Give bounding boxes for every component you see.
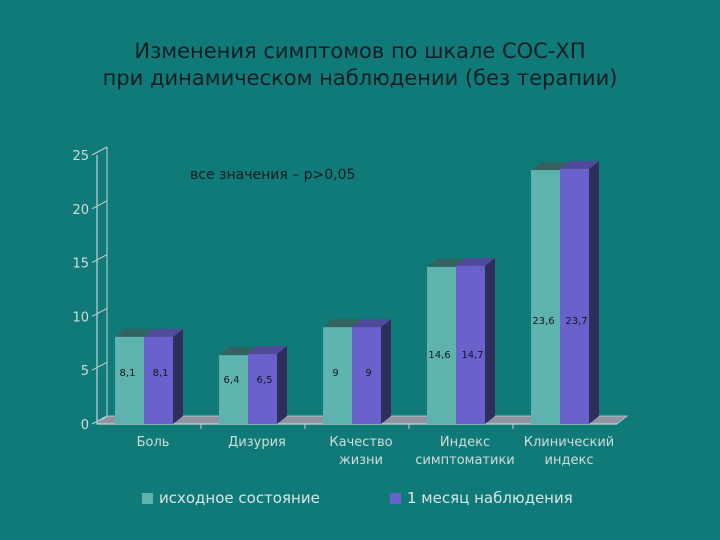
bar-top: [456, 257, 495, 266]
annotation-text: все значения – p>0,05: [190, 167, 355, 183]
x-tick-label: Клинический: [524, 435, 615, 450]
bar-top: [427, 258, 466, 267]
bar: [323, 327, 352, 424]
data-label: 6,5: [257, 375, 273, 386]
bar: [531, 170, 560, 424]
data-label: 8,1: [120, 368, 136, 379]
data-label: 6,4: [224, 375, 240, 386]
bar-side: [485, 257, 495, 424]
legend: исходное состояние 1 месяц наблюдения: [0, 489, 720, 513]
chart-title-line-1: Изменения симптомов по шкале СОС-ХП: [134, 39, 586, 63]
y-tick-mark: [91, 254, 108, 264]
data-label: 23,6: [532, 316, 554, 327]
bar-top: [560, 160, 599, 169]
data-label: 14,7: [461, 350, 483, 361]
y-tick-mark: [91, 307, 108, 317]
y-tick-label: 15: [72, 257, 89, 272]
legend-item-baseline: исходное состояние: [142, 489, 320, 507]
bar: [144, 336, 173, 424]
bar-top: [219, 347, 258, 356]
data-label: 8,1: [153, 368, 169, 379]
bar: [115, 336, 144, 424]
legend-item-month: 1 месяц наблюдения: [390, 489, 573, 507]
bar: [427, 266, 456, 424]
data-label: 9: [365, 368, 371, 379]
data-label: 23,7: [565, 316, 587, 327]
bar: [456, 265, 485, 424]
y-tick-mark: [91, 415, 108, 425]
data-label: 9: [332, 368, 338, 379]
bar-side: [173, 328, 183, 424]
bar-top: [144, 328, 183, 337]
x-tick-label: жизни: [339, 453, 383, 468]
y-tick-mark: [91, 200, 108, 210]
x-tick-label: Качество: [329, 435, 392, 450]
bar-top: [352, 319, 391, 328]
y-tick-label: 0: [81, 418, 89, 433]
y-tick-label: 5: [81, 364, 89, 379]
bar-top: [323, 319, 362, 328]
bar-side: [381, 319, 391, 424]
chart-title-line-2: при динамическом наблюдении (без терапии…: [102, 66, 618, 90]
x-tick-label: Дизурия: [228, 435, 286, 450]
bar: [219, 355, 248, 424]
legend-swatch-baseline: [142, 492, 153, 504]
y-tick-mark: [91, 146, 108, 156]
legend-swatch-month: [390, 492, 401, 504]
x-tick-label: Индекс: [440, 435, 490, 450]
y-tick-label: 25: [72, 149, 89, 164]
chart-title: Изменения симптомов по шкале СОС-ХП при …: [0, 38, 720, 92]
bar: [248, 354, 277, 424]
y-tick-label: 10: [72, 310, 89, 325]
bar-top: [531, 162, 570, 171]
x-tick-label: индекс: [545, 453, 594, 468]
legend-label-baseline: исходное состояние: [159, 489, 320, 507]
x-tick-label: Боль: [137, 435, 170, 450]
bar-top: [248, 346, 287, 355]
bar-top: [115, 328, 154, 337]
bar-side: [589, 160, 599, 424]
y-tick-mark: [91, 361, 108, 371]
bar: [560, 168, 589, 424]
x-tick-label: симптоматики: [415, 453, 515, 468]
legend-label-month: 1 месяц наблюдения: [407, 489, 573, 507]
bar-side: [277, 346, 287, 424]
data-label: 14,6: [428, 350, 450, 361]
y-tick-label: 20: [72, 203, 89, 218]
bar: [352, 327, 381, 424]
